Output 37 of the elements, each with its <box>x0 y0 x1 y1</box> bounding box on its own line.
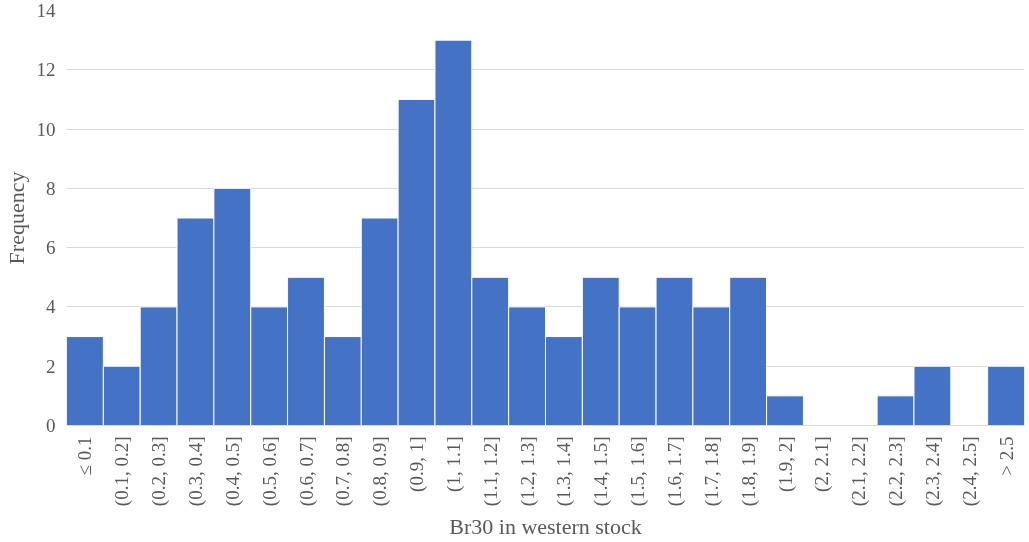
x-tick-label: (0.4, 0.5] <box>221 436 244 507</box>
x-tick-label: (0.2, 0.3] <box>148 436 171 507</box>
x-tick-label: (1, 1.1] <box>442 436 465 492</box>
x-tick-label: (0.3, 0.4] <box>184 436 207 507</box>
y-tick-label: 14 <box>36 0 56 21</box>
x-tick-label: (1.5, 1.6] <box>627 436 650 507</box>
x-tick-label: (1.6, 1.7] <box>663 436 686 507</box>
bar <box>987 365 1025 426</box>
x-tick-label: (2.4, 2.5] <box>958 436 981 507</box>
x-tick-label: (0.5, 0.6] <box>258 436 281 507</box>
x-axis-title: Br30 in western stock <box>449 514 642 540</box>
x-tick-label: (1.1, 1.2] <box>479 436 502 507</box>
x-tick-label: (1.3, 1.4] <box>553 436 576 507</box>
y-tick-label: 4 <box>46 296 56 318</box>
y-tick-label: 10 <box>36 118 56 140</box>
x-tick-label: (1.2, 1.3] <box>516 436 539 507</box>
y-tick-label: 6 <box>46 237 56 259</box>
y-tick-label: 0 <box>46 415 56 436</box>
y-tick-label: 12 <box>36 59 56 81</box>
x-tick-label: (0.7, 0.8] <box>332 436 355 507</box>
x-tick-label: > 2.5 <box>995 436 1017 476</box>
y-tick-label: 2 <box>46 355 56 377</box>
x-tick-label: (0.6, 0.7] <box>295 436 318 507</box>
x-tick-label: (0.9, 1] <box>406 436 429 492</box>
x-tick-label: (1.8, 1.9] <box>737 436 760 507</box>
x-tick-label: (2.2, 2.3] <box>885 436 908 507</box>
x-tick-label: (2.1, 2.2] <box>848 436 871 507</box>
y-axis-title: Frequency <box>3 171 29 265</box>
x-tick-label: (0.8, 0.9] <box>369 436 392 507</box>
x-tick-label: (0.1, 0.2] <box>111 436 134 507</box>
x-tick-label: (1.4, 1.5] <box>590 436 613 507</box>
x-tick-label: ≤ 0.1 <box>74 436 96 476</box>
y-tick-label: 8 <box>46 177 56 199</box>
x-tick-label: (2, 2.1] <box>811 436 834 492</box>
x-tick-label: (1.7, 1.8] <box>700 436 723 507</box>
x-tick-label: (2.3, 2.4] <box>921 436 944 507</box>
x-tick-label: (1.9, 2] <box>774 436 797 492</box>
